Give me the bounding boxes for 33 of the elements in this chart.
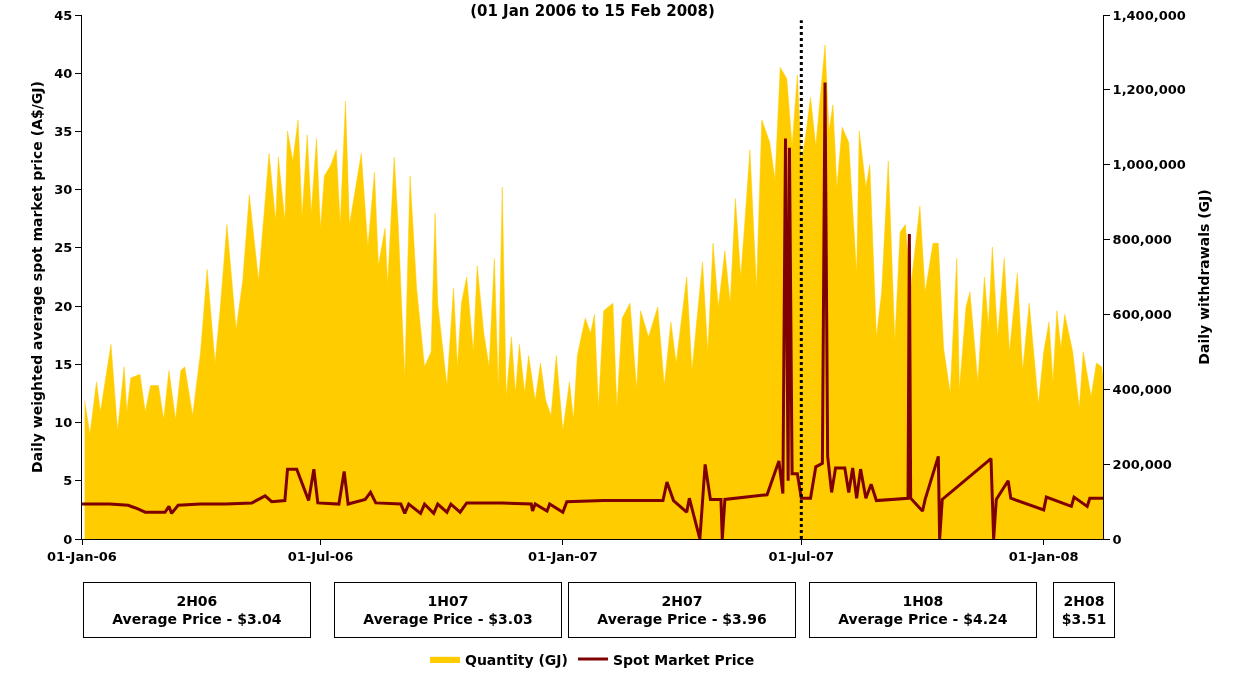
y-axis-title: Daily weighted average spot market price (A$/GJ) [28,81,45,473]
x-tick-label: 01-Jan-07 [527,548,598,564]
text: 1H08 Average Price - $4.24 [838,592,1008,628]
y-tick-label: 15 [54,356,73,372]
y-tick-label: 25 [54,240,73,256]
y-tick-label: 20 [54,298,73,314]
text: 1H07 Average Price - $3.03 [363,592,533,628]
y-tick-label: 30 [54,182,73,198]
x-tick-label: 01-Jan-06 [47,548,117,564]
y2-tick-label: 1,000,000 [1112,157,1186,173]
x-tick-label: 01-Jan-08 [1008,548,1079,564]
legend-label: Spot Market Price [612,651,755,668]
y2-tick-label: 400,000 [1112,381,1172,397]
y-tick-label: 45 [54,7,73,23]
y-tick-label: 40 [54,65,73,81]
y2-tick-label: 1,400,000 [1112,7,1186,23]
y-tick-label: 5 [63,473,73,489]
legend-label: Quantity (GJ) [465,651,568,668]
x-tick-label: 01-Jul-07 [768,548,835,564]
y2-tick-label: 0 [1112,531,1122,547]
y2-tick-label: 600,000 [1112,306,1172,322]
y2-tick-label: 200,000 [1112,456,1172,472]
x-tick-label: 01-Jul-06 [287,548,354,564]
y-tick-label: 10 [54,415,73,431]
chart-title: (01 Jan 2006 to 15 Feb 2008) [470,1,715,20]
y2-tick-label: 1,200,000 [1112,82,1186,98]
y-tick-label: 0 [63,531,73,547]
y2-axis-title: Daily withdrawals (GJ) [1196,189,1213,365]
y2-tick-label: 800,000 [1112,232,1172,248]
text: 2H07 Average Price - $3.96 [597,592,767,628]
text: 2H06 Average Price - $3.04 [112,592,282,628]
text: 2H08 $3.51 [1061,592,1107,628]
y-tick-label: 35 [54,123,73,139]
